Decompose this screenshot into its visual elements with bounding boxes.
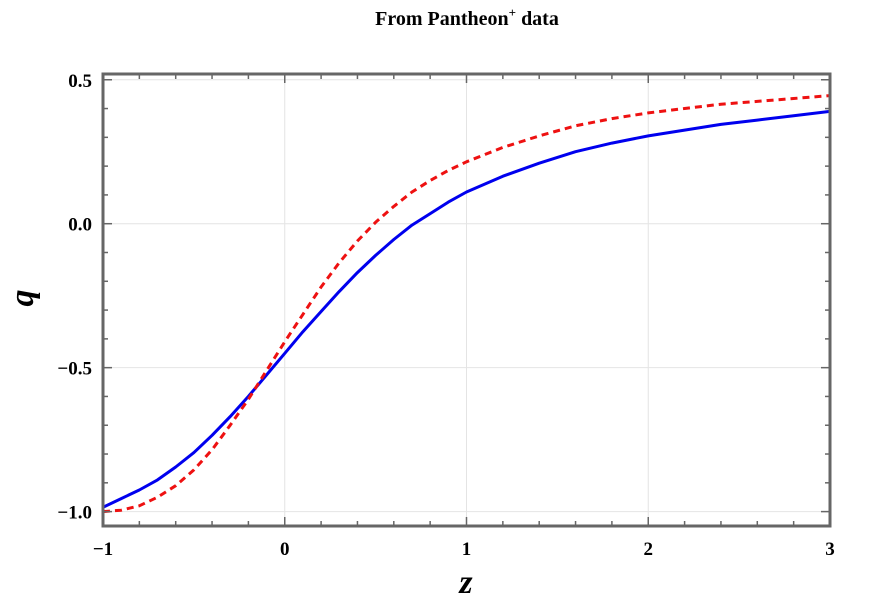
x-tick-label: 0 <box>280 539 290 560</box>
x-tick-label: 1 <box>462 539 472 560</box>
x-tick-label: −1 <box>93 539 113 560</box>
y-tick-label: −0.5 <box>57 359 92 380</box>
x-axis-label: z <box>458 564 473 601</box>
y-tick-label: −1.0 <box>57 503 92 524</box>
series-line-solid <box>103 109 830 509</box>
tick-marks <box>102 74 831 526</box>
chart-title-main: From Pantheon <box>375 8 509 30</box>
chart-title: From Pantheon+ data <box>375 5 559 30</box>
series-layer <box>103 94 830 514</box>
chart-title-superscript: + <box>509 5 516 20</box>
grid-lines <box>102 74 831 526</box>
chart-title-suffix: data <box>521 8 559 30</box>
y-axis-label: q <box>4 290 41 307</box>
y-tick-label: 0.0 <box>68 215 92 236</box>
y-tick-label: 0.5 <box>68 71 92 92</box>
x-tick-labels: −1 0 1 2 3 <box>93 539 835 560</box>
series-line-dashed <box>103 94 830 514</box>
x-tick-label: 2 <box>644 539 654 560</box>
y-tick-labels: 0.5 0.0 −0.5 −1.0 <box>57 71 92 524</box>
x-tick-label: 3 <box>825 539 835 560</box>
